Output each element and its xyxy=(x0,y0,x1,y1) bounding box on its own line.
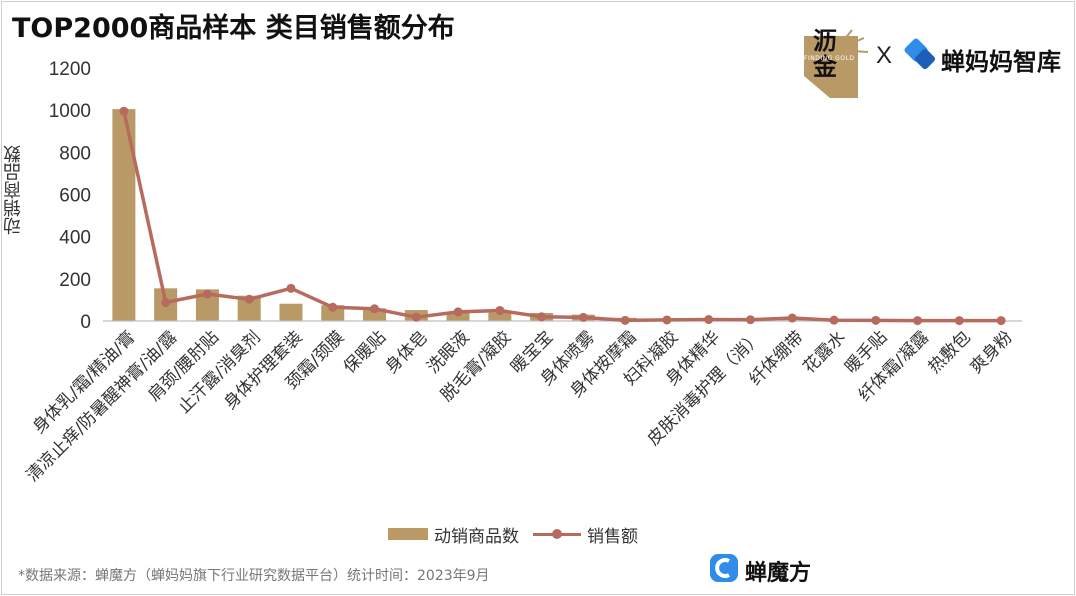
brand-separator: X xyxy=(876,42,893,69)
sales-point-9 xyxy=(453,307,463,317)
footer-brand-name: 蝉魔方 xyxy=(745,561,812,586)
sales-point-14 xyxy=(662,315,672,325)
data-source-note: *数据来源：蝉魔方（蝉妈妈旗下行业研究数据平台）统计时间：2023年9月 xyxy=(18,568,490,584)
x-tick-label: 热敷包 xyxy=(925,327,975,377)
sales-point-19 xyxy=(871,315,881,325)
y-tick-label: 800 xyxy=(59,143,91,164)
sales-point-12 xyxy=(578,312,588,322)
y-tick-label: 400 xyxy=(59,228,91,249)
legend-label-line: 销售额 xyxy=(587,526,638,547)
sales-point-6 xyxy=(328,302,338,312)
y-tick-label: 1200 xyxy=(49,59,91,80)
sales-point-7 xyxy=(370,304,380,314)
chart-title: TOP2000商品样本 类目销售额分布 xyxy=(12,13,455,44)
sales-point-11 xyxy=(537,312,547,322)
sales-point-1 xyxy=(119,106,129,116)
sales-point-13 xyxy=(620,315,630,325)
sales-line xyxy=(122,109,1003,323)
legend-line-swatch xyxy=(533,528,581,540)
sales-point-4 xyxy=(244,294,254,304)
sales-point-16 xyxy=(745,315,755,325)
chanmofang-logo-icon xyxy=(710,554,738,582)
x-tick-label: 爽身粉 xyxy=(966,327,1016,377)
sales-point-21 xyxy=(954,316,964,326)
y-tick-label: 200 xyxy=(59,270,91,291)
bar-10 xyxy=(488,312,512,321)
y-tick-label: 600 xyxy=(59,186,91,207)
legend-bar-swatch xyxy=(388,528,428,540)
lijin-logo-subtext: FINDING GOLD xyxy=(804,55,855,62)
sales-point-17 xyxy=(787,313,797,323)
y-tick-label: 0 xyxy=(80,312,91,333)
sales-point-8 xyxy=(411,312,421,322)
sales-point-18 xyxy=(829,315,839,325)
sales-point-20 xyxy=(913,316,923,326)
sales-point-10 xyxy=(495,305,505,315)
legend-label-bar: 动销商品数 xyxy=(434,526,519,547)
x-tick-label: 花露水 xyxy=(799,327,849,377)
sales-point-2 xyxy=(161,297,171,307)
y-tick-label: 1000 xyxy=(49,101,91,122)
sales-point-22 xyxy=(996,316,1006,326)
chanmama-logo-icon xyxy=(904,38,936,70)
brand-logos: 沥金 FINDING GOLD X 蝉妈妈智库 xyxy=(800,26,1070,106)
bar-9 xyxy=(446,312,470,321)
x-tick-label: 保暖贴 xyxy=(340,327,390,377)
bar-4 xyxy=(237,295,261,321)
lijin-logo-icon xyxy=(804,29,869,98)
x-tick-label: 身体皂 xyxy=(382,327,432,377)
lijin-logo-text: 沥金 xyxy=(813,27,837,81)
bar-3 xyxy=(195,289,219,321)
sales-point-15 xyxy=(704,315,714,325)
bar-5 xyxy=(279,303,303,321)
chanmama-brand-name: 蝉妈妈智库 xyxy=(941,48,1061,76)
chart-legend: 动销商品数 销售额 xyxy=(388,522,638,547)
sales-point-5 xyxy=(286,283,296,293)
bar-1 xyxy=(112,109,136,321)
sales-point-3 xyxy=(202,289,212,299)
